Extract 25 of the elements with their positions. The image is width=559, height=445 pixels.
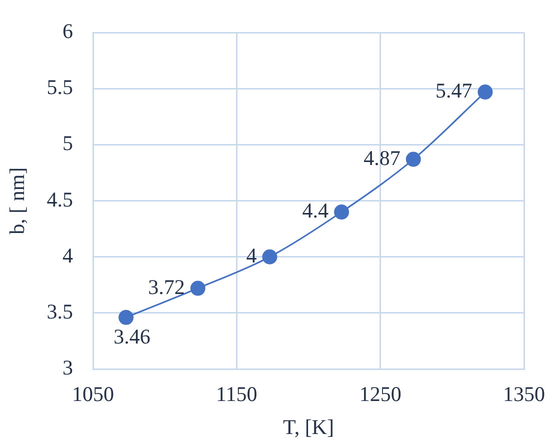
- data-label: 5.47: [435, 78, 472, 103]
- point: [334, 204, 350, 220]
- data-label: 4.4: [302, 198, 330, 223]
- data-label: 4.87: [364, 146, 400, 170]
- y-tick-label: 4.5: [46, 187, 73, 212]
- point: [406, 152, 421, 167]
- y-tick-label: 3.5: [46, 299, 73, 324]
- y-tick-label: 5.5: [46, 75, 73, 100]
- x-tick-label: 1350: [503, 382, 545, 406]
- x-axis-title: T, [K]: [283, 414, 334, 439]
- y-tick-label: 3: [62, 356, 73, 380]
- y-tick-label: 4: [62, 243, 74, 268]
- y-tick-label: 5: [62, 131, 73, 156]
- point: [118, 310, 134, 325]
- point: [190, 280, 206, 296]
- x-tick-label: 1050: [72, 382, 114, 406]
- data-label: 3.72: [148, 274, 185, 299]
- x-tick-label: 1150: [216, 382, 258, 406]
- x-tick-label: 1250: [359, 382, 402, 406]
- data-label: 4: [246, 243, 258, 268]
- y-tick-label: 6: [62, 19, 73, 44]
- point: [478, 84, 493, 100]
- data-label: 3.46: [114, 324, 150, 348]
- y-axis-title: b, [ nm]: [5, 167, 30, 234]
- point: [262, 249, 278, 264]
